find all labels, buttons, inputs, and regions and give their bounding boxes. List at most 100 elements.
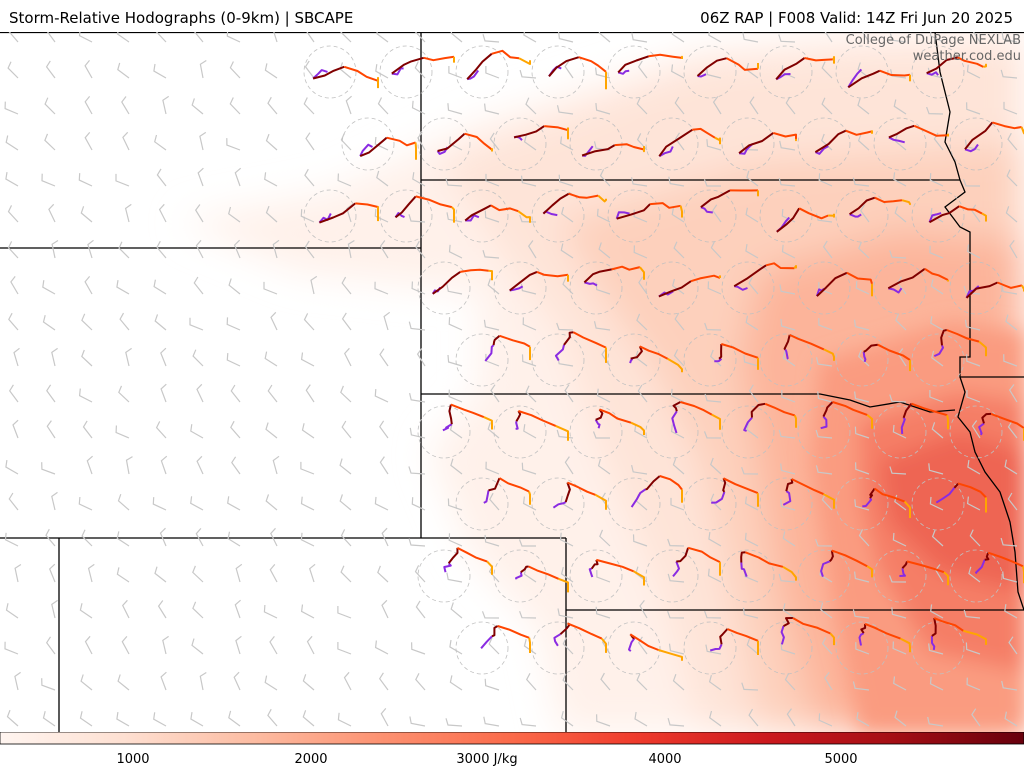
wind-barb (1007, 420, 1018, 439)
wind-barb (966, 64, 981, 79)
wind-barb (264, 63, 278, 79)
wind-barb (824, 32, 833, 43)
wind-barb (376, 170, 389, 187)
hodograph (911, 189, 987, 243)
wind-barb (199, 131, 207, 151)
wind-barb (852, 177, 870, 187)
wind-barb (409, 392, 426, 403)
hodograph (341, 117, 417, 171)
wind-barb (561, 206, 574, 223)
wind-barb (704, 322, 722, 331)
wind-barb (78, 388, 93, 403)
wind-barb (632, 534, 648, 547)
wind-barb (782, 531, 796, 547)
wind-barb (892, 424, 907, 439)
wind-barb (519, 69, 537, 79)
wind-barb (189, 317, 204, 331)
wind-barb (227, 531, 241, 547)
hodograph (379, 45, 455, 99)
wind-barb (300, 532, 315, 547)
wind-barb (155, 421, 167, 439)
wind-barb (778, 34, 796, 43)
hodograph (911, 45, 987, 99)
wind-barb (817, 391, 833, 403)
wind-barb (227, 496, 241, 511)
wind-barb (233, 239, 241, 259)
wind-barb (967, 460, 981, 475)
hodograph (417, 261, 493, 315)
hodograph (417, 117, 493, 171)
wind-barb (79, 603, 93, 619)
wind-barb (341, 276, 352, 295)
hodograph (493, 117, 569, 171)
wind-barb (852, 609, 870, 619)
hodograph (835, 45, 911, 99)
wind-barb (893, 172, 907, 187)
wind-barb (558, 32, 574, 43)
wind-barb (1001, 32, 1018, 43)
wind-barb (931, 529, 944, 547)
wind-barb (746, 422, 759, 439)
wind-barb (115, 425, 130, 439)
hodograph (911, 329, 987, 387)
wind-barb (743, 354, 759, 367)
wind-barb (525, 385, 537, 403)
wind-barb (485, 66, 500, 79)
colorbar-tick-2000: 2000 (294, 752, 328, 767)
hodograph (759, 45, 835, 99)
wind-barb (637, 636, 648, 655)
hodograph (873, 117, 949, 171)
wind-barb (862, 32, 870, 43)
wind-barb (310, 275, 318, 295)
wind-barb (639, 600, 648, 619)
wind-barb (855, 642, 870, 655)
wind-barb (118, 385, 130, 403)
wind-barb (46, 420, 56, 439)
wind-barb (634, 424, 648, 439)
wind-barb (84, 132, 93, 151)
wind-barb (270, 527, 278, 547)
wind-barb (671, 207, 685, 223)
wind-barb (488, 637, 500, 655)
wind-barb (156, 240, 167, 259)
wind-barb (116, 531, 130, 547)
wind-barb (746, 638, 759, 655)
wind-barb (966, 244, 981, 259)
wind-barb (41, 173, 56, 187)
wind-barb (265, 494, 278, 511)
colorbar-tick-1000: 1000 (116, 752, 150, 767)
wind-barb (190, 496, 204, 511)
wind-barb (667, 610, 685, 619)
wind-barb (1003, 101, 1018, 115)
wind-barb (596, 388, 611, 403)
wind-barb (46, 384, 56, 403)
wind-barb (119, 312, 130, 331)
wind-barb (230, 420, 241, 439)
wind-barb (192, 349, 204, 367)
wind-barb (45, 636, 56, 655)
colorbar-tick-3000: 3000 J/kg (456, 752, 518, 767)
wind-barb (1000, 537, 1018, 547)
wind-barb (637, 384, 648, 403)
wind-barb (1005, 314, 1018, 331)
wind-barb (193, 32, 204, 43)
wind-barb (564, 456, 574, 475)
wind-barb (815, 429, 833, 439)
wind-barb (157, 600, 167, 619)
wind-barb (519, 717, 537, 727)
wind-barb (267, 384, 278, 403)
wind-barb (703, 431, 722, 439)
wind-barb (815, 357, 833, 367)
wind-barb (854, 426, 870, 439)
wind-barb (601, 636, 611, 655)
wind-barb (895, 313, 907, 331)
wind-barb (966, 354, 981, 367)
wind-barb (160, 347, 167, 367)
wind-barb (818, 173, 833, 187)
wind-barb (1009, 240, 1018, 259)
wind-barb (969, 529, 981, 547)
wind-barb (374, 136, 389, 151)
hodograph (569, 405, 645, 459)
wind-barb (270, 311, 278, 331)
wind-barb (226, 353, 241, 367)
